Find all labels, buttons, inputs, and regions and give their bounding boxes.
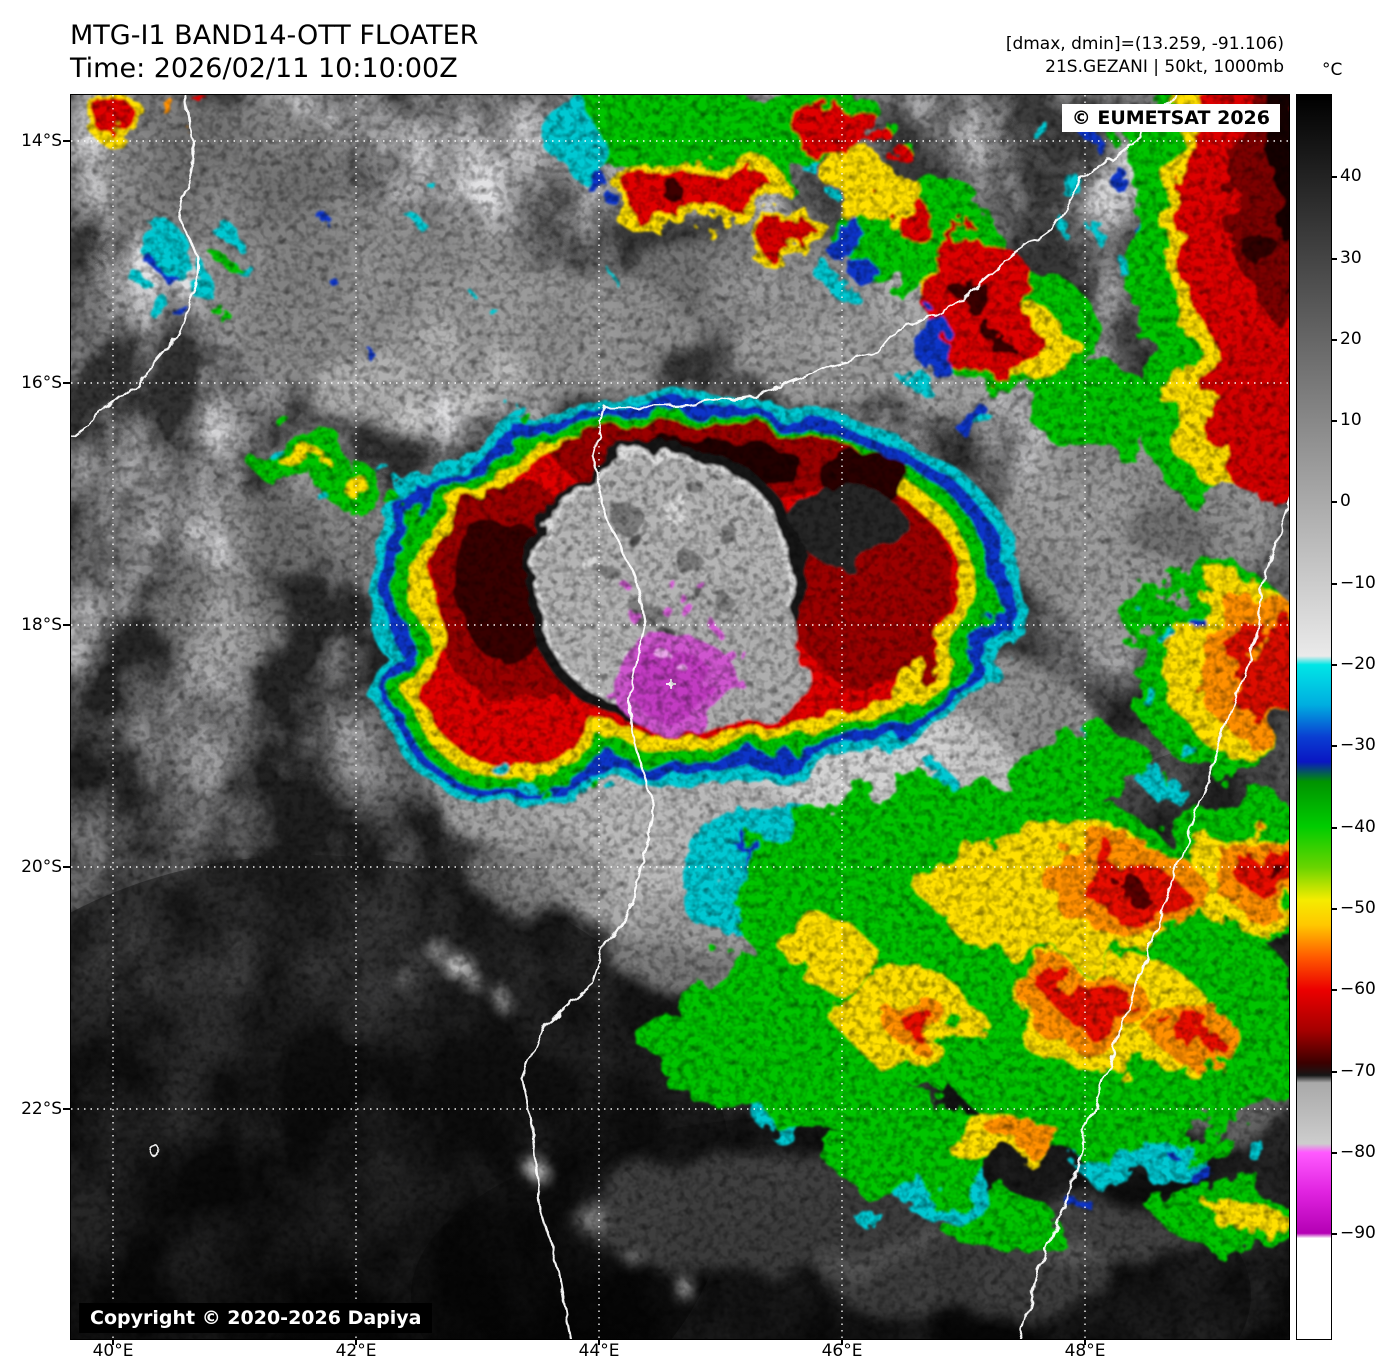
colorbar-gradient [1296,94,1332,1340]
satellite-map: © EUMETSAT 2026 Copyright © 2020-2026 Da… [70,94,1290,1340]
storm-info: 21S.GEZANI | 50kt, 1000mb [1045,57,1284,77]
colorbar-tick-label: −80 [1331,1142,1376,1162]
europa-island [150,1146,162,1158]
colorbar-tick-label: −70 [1331,1061,1376,1081]
page-title: MTG-I1 BAND14-OTT FLOATER [70,20,479,51]
range-info: [dmax, dmin]=(13.259, -91.106) [1005,34,1284,54]
colorbar-tick-label: 10 [1331,410,1362,430]
latlon-grid [71,95,1289,1339]
y-tick-label: 22°S [21,1099,62,1119]
mozambique-coastline [71,95,200,439]
x-tick-label: 48°E [1064,1341,1106,1359]
y-axis-tick [63,866,70,868]
x-axis-tick [598,1340,600,1345]
x-axis-tick [841,1340,843,1345]
x-axis-tick [112,1340,114,1345]
colorbar-tick-label: 30 [1331,248,1362,268]
coastlines [71,95,1289,1339]
y-tick-label: 14°S [21,131,62,151]
colorbar-tick-label: −60 [1331,979,1376,999]
copyright-badge: Copyright © 2020-2026 Dapiya [79,1303,433,1333]
colorbar-tick-label: 40 [1331,166,1362,186]
colorbar-tick-label: −10 [1331,573,1376,593]
y-tick-label: 16°S [21,373,62,393]
eumetsat-credit-badge: © EUMETSAT 2026 [1061,104,1280,132]
y-axis-tick [63,1108,70,1110]
madagascar-east-coastline [1019,498,1289,1339]
colorbar-tick-label: −50 [1331,898,1376,918]
y-axis-tick [63,140,70,142]
colorbar-tick-label: −40 [1331,817,1376,837]
y-tick-label: 20°S [21,857,62,877]
grain-overlay [71,95,1289,1339]
colorbar-tick-label: −20 [1331,654,1376,674]
colorbar-tick-label: −30 [1331,735,1376,755]
x-axis-tick [1084,1340,1086,1345]
y-tick-label: 18°S [21,615,62,635]
y-axis-tick [63,624,70,626]
colorbar-tick-label: 20 [1331,329,1362,349]
x-axis-tick [355,1340,357,1345]
colorbar-unit-label: °C [1322,60,1343,80]
x-tick-label: 44°E [578,1341,620,1359]
y-axis-tick [63,382,70,384]
x-tick-label: 46°E [821,1341,863,1359]
x-tick-label: 40°E [92,1341,134,1359]
x-tick-label: 42°E [335,1341,377,1359]
colorbar-tick-label: 0 [1331,491,1351,511]
timestamp: Time: 2026/02/11 10:10:00Z [70,53,458,84]
madagascar-west-coastline [520,95,1178,1339]
colorbar-tick-label: −90 [1331,1223,1376,1243]
satellite-image [71,95,1289,1339]
